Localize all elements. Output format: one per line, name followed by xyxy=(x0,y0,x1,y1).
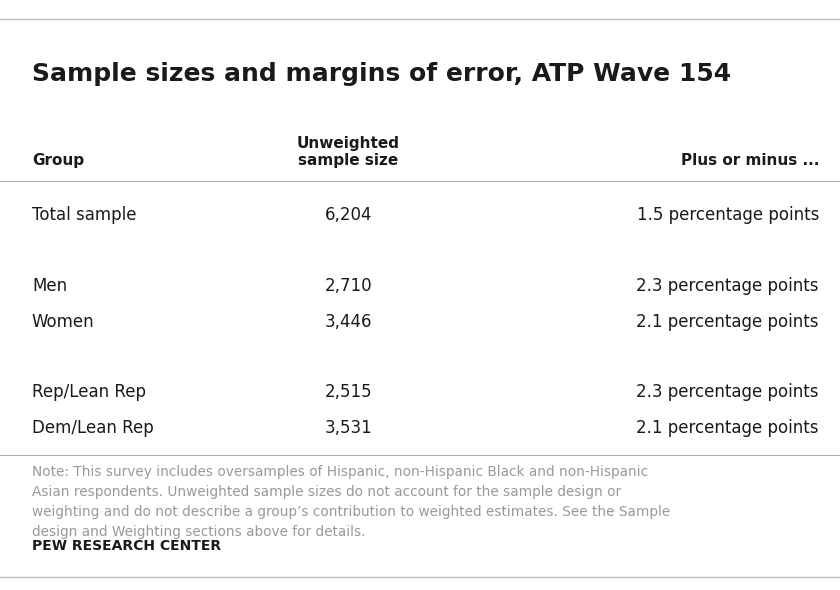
Text: 3,446: 3,446 xyxy=(325,313,372,330)
Text: Group: Group xyxy=(32,153,84,168)
Text: 2,515: 2,515 xyxy=(325,384,372,401)
Text: Dem/Lean Rep: Dem/Lean Rep xyxy=(32,419,154,437)
Text: PEW RESEARCH CENTER: PEW RESEARCH CENTER xyxy=(32,539,221,553)
Text: 6,204: 6,204 xyxy=(325,206,372,224)
Text: Plus or minus ...: Plus or minus ... xyxy=(680,153,819,168)
Text: 2,710: 2,710 xyxy=(325,277,372,295)
Text: 1.5 percentage points: 1.5 percentage points xyxy=(637,206,819,224)
Text: 3,531: 3,531 xyxy=(325,419,372,437)
Text: Women: Women xyxy=(32,313,95,330)
Text: 2.3 percentage points: 2.3 percentage points xyxy=(637,384,819,401)
Text: 2.3 percentage points: 2.3 percentage points xyxy=(637,277,819,295)
Text: Men: Men xyxy=(32,277,67,295)
Text: 2.1 percentage points: 2.1 percentage points xyxy=(637,313,819,330)
Text: Total sample: Total sample xyxy=(32,206,136,224)
Text: Unweighted
sample size: Unweighted sample size xyxy=(297,136,400,168)
Text: Note: This survey includes oversamples of Hispanic, non-Hispanic Black and non-H: Note: This survey includes oversamples o… xyxy=(32,465,670,539)
Text: Sample sizes and margins of error, ATP Wave 154: Sample sizes and margins of error, ATP W… xyxy=(32,61,731,86)
Text: 2.1 percentage points: 2.1 percentage points xyxy=(637,419,819,437)
Text: Rep/Lean Rep: Rep/Lean Rep xyxy=(32,384,146,401)
